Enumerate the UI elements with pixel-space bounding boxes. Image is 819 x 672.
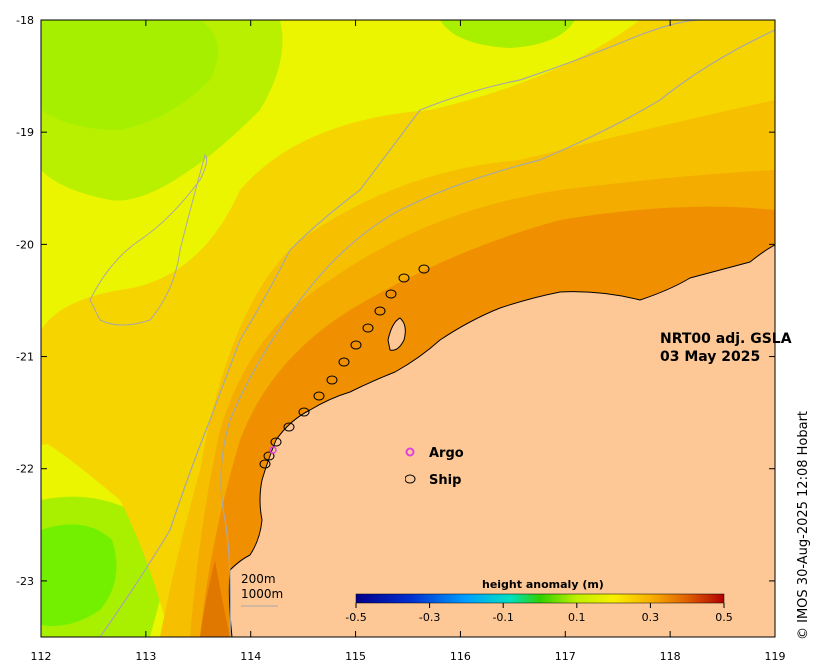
lon-tick-label: 118 [660,650,681,663]
lon-tick-label: 116 [450,650,471,663]
argo-floats [269,446,277,454]
isobath-1000-label: 1000m [241,587,284,601]
legend-argo-label: Argo [429,446,464,461]
lat-tick-label: -20 [16,238,34,251]
lon-tick-label: 114 [240,650,261,663]
lon-tick-label: 115 [345,650,366,663]
lon-tick-label: 117 [555,650,576,663]
lon-tick-label: 113 [135,650,156,663]
map-title-date: 03 May 2025 [660,349,761,365]
colorbar-tick-label: 0.1 [568,611,586,624]
legend: Argo Ship [404,440,464,494]
lat-tick-label: -19 [16,126,34,139]
colorbar [355,593,725,604]
argo-symbol-icon [405,446,429,462]
colorbar-tick-label: 0.5 [715,611,733,624]
isobath-key: 200m 1000m [241,572,283,602]
legend-ship-label: Ship [429,473,462,488]
lat-tick-label: -22 [16,463,34,476]
axis-ticks: 112 113 114 115 116 117 118 119 -18 -19 -20 -21 -22 -… [16,14,785,663]
colorbar-ticks: -0.5 -0.3 -0.1 0.1 0.3 0.5 [345,603,733,624]
credit-text: © IMOS 30-Aug-2025 12:08 Hobart [796,410,811,640]
anomaly-field [41,20,775,637]
lat-tick-label: -18 [16,14,34,27]
lon-tick-label: 119 [765,650,786,663]
ship-symbol-icon [404,473,429,489]
lat-tick-label: -23 [16,575,34,588]
map-title: NRT00 adj. GSLA 03 May 2025 [660,330,792,366]
legend-ship: Ship [404,467,464,494]
map-title-product: NRT00 adj. GSLA [660,331,792,347]
map-frame [40,19,776,638]
colorbar-tick-label: -0.1 [492,611,513,624]
isobath-200-label: 200m [241,572,276,586]
legend-argo: Argo [405,440,464,467]
lon-tick-label: 112 [31,650,52,663]
ship-track [259,264,430,469]
colorbar-tick-label: -0.5 [345,611,366,624]
lat-tick-label: -21 [16,351,34,364]
colorbar-title: height anomaly (m) [482,578,604,591]
colorbar-tick-label: 0.3 [642,611,660,624]
colorbar-tick-label: -0.3 [419,611,440,624]
